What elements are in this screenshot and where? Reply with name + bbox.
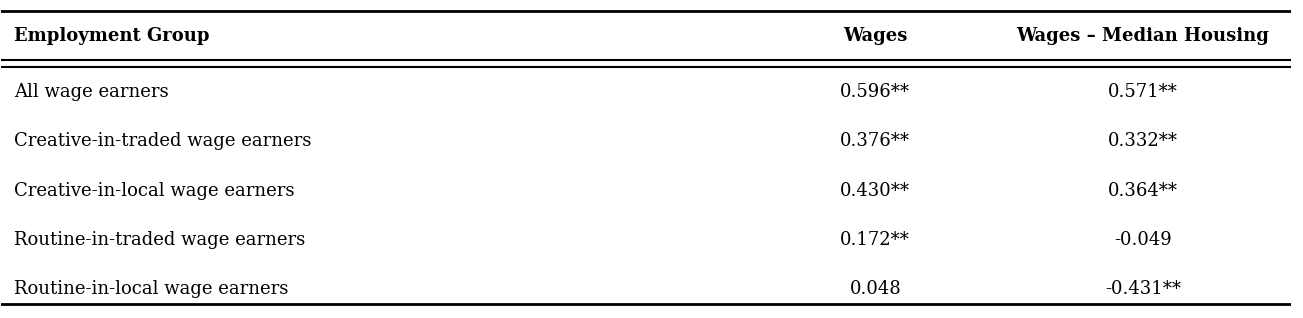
Text: Creative-in-traded wage earners: Creative-in-traded wage earners: [14, 132, 311, 150]
Text: Wages: Wages: [843, 26, 907, 45]
Text: -0.049: -0.049: [1114, 231, 1171, 249]
Text: -0.431**: -0.431**: [1105, 280, 1181, 298]
Text: 0.172**: 0.172**: [840, 231, 911, 249]
Text: 0.376**: 0.376**: [840, 132, 911, 150]
Text: Routine-in-local wage earners: Routine-in-local wage earners: [14, 280, 289, 298]
Text: Wages – Median Housing: Wages – Median Housing: [1016, 26, 1269, 45]
Text: Creative-in-local wage earners: Creative-in-local wage earners: [14, 182, 294, 200]
Text: 0.048: 0.048: [850, 280, 902, 298]
Text: All wage earners: All wage earners: [14, 83, 169, 101]
Text: 0.596**: 0.596**: [840, 83, 911, 101]
Text: Employment Group: Employment Group: [14, 26, 210, 45]
Text: 0.430**: 0.430**: [840, 182, 911, 200]
Text: 0.364**: 0.364**: [1108, 182, 1178, 200]
Text: Routine-in-traded wage earners: Routine-in-traded wage earners: [14, 231, 305, 249]
Text: 0.332**: 0.332**: [1108, 132, 1178, 150]
Text: 0.571**: 0.571**: [1108, 83, 1178, 101]
